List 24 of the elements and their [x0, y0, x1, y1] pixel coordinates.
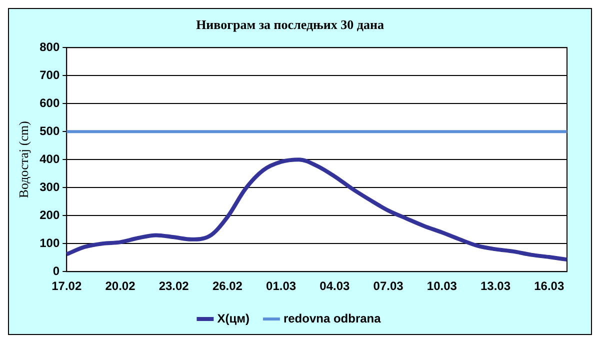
x-tick-label: 23.02: [158, 279, 190, 294]
legend-label: redovna odbrana: [283, 311, 382, 326]
y-tick-label: 400: [40, 152, 60, 166]
x-tick-label: 13.03: [480, 279, 511, 294]
x-tick-label: 04.03: [320, 279, 350, 294]
y-tick-label: 700: [40, 68, 60, 82]
y-tick-label: 800: [40, 40, 60, 54]
x-tick-label: 10.03: [426, 279, 458, 294]
y-tick-label: 200: [40, 208, 60, 222]
y-tick-label: 0: [52, 264, 60, 278]
chart-title: Нивограм за последњих 30 дана: [196, 17, 384, 32]
y-tick-label: 600: [40, 96, 60, 110]
x-tick-label: 16.03: [534, 279, 564, 294]
y-tick-label: 500: [40, 124, 60, 138]
y-tick-label: 100: [40, 236, 60, 250]
legend-label: X(цм): [217, 311, 250, 326]
y-axis-title: Водостај (cm): [16, 121, 32, 198]
x-tick-label: 20.02: [105, 279, 136, 294]
x-tick-label: 17.02: [52, 279, 82, 294]
line-series: [64, 158, 569, 262]
x-tick-label: 26.02: [212, 279, 243, 294]
x-tick-label: 07.03: [373, 279, 404, 294]
y-tick-label: 300: [40, 180, 60, 194]
x-tick-label: 01.03: [266, 279, 296, 294]
